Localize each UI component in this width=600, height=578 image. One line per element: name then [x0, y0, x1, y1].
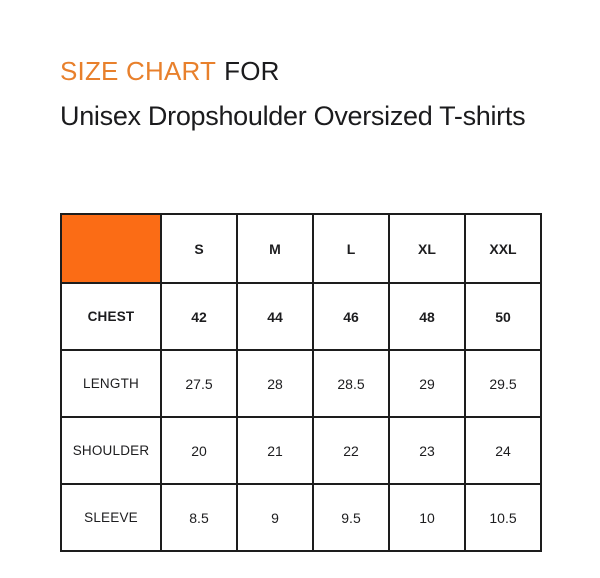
table-row-shoulder: SHOULDER 20 21 22 23 24 — [60, 416, 542, 485]
cell-length-xl: 29 — [388, 349, 466, 418]
size-chart-table: S M L XL XXL CHEST 42 44 46 48 50 LENGTH… — [60, 213, 542, 552]
cell-sleeve-s: 8.5 — [160, 483, 238, 552]
cell-shoulder-s: 20 — [160, 416, 238, 485]
cell-shoulder-xl: 23 — [388, 416, 466, 485]
page-title: SIZE CHART FOR — [60, 56, 280, 87]
cell-length-xxl: 29.5 — [464, 349, 542, 418]
size-header-s: S — [160, 213, 238, 284]
cell-shoulder-xxl: 24 — [464, 416, 542, 485]
row-label-length: LENGTH — [60, 349, 162, 418]
cell-length-s: 27.5 — [160, 349, 238, 418]
cell-chest-xxl: 50 — [464, 282, 542, 351]
cell-shoulder-m: 21 — [236, 416, 314, 485]
cell-chest-xl: 48 — [388, 282, 466, 351]
table-row-length: LENGTH 27.5 28 28.5 29 29.5 — [60, 349, 542, 418]
cell-sleeve-xxl: 10.5 — [464, 483, 542, 552]
cell-length-m: 28 — [236, 349, 314, 418]
cell-chest-m: 44 — [236, 282, 314, 351]
size-header-m: M — [236, 213, 314, 284]
cell-sleeve-xl: 10 — [388, 483, 466, 552]
product-name: Unisex Dropshoulder Oversized T-shirts — [60, 101, 526, 131]
size-header-xxl: XXL — [464, 213, 542, 284]
corner-cell — [60, 213, 162, 284]
row-label-sleeve: SLEEVE — [60, 483, 162, 552]
row-label-chest: CHEST — [60, 282, 162, 351]
cell-chest-l: 46 — [312, 282, 390, 351]
page-title-rest: FOR — [224, 56, 280, 86]
cell-sleeve-m: 9 — [236, 483, 314, 552]
size-header-l: L — [312, 213, 390, 284]
row-label-shoulder: SHOULDER — [60, 416, 162, 485]
cell-shoulder-l: 22 — [312, 416, 390, 485]
table-row-chest: CHEST 42 44 46 48 50 — [60, 282, 542, 351]
table-row-sleeve: SLEEVE 8.5 9 9.5 10 10.5 — [60, 483, 542, 552]
size-header-row: S M L XL XXL — [60, 213, 542, 284]
cell-chest-s: 42 — [160, 282, 238, 351]
page-title-highlight: SIZE CHART — [60, 56, 217, 86]
size-header-xl: XL — [388, 213, 466, 284]
cell-sleeve-l: 9.5 — [312, 483, 390, 552]
cell-length-l: 28.5 — [312, 349, 390, 418]
